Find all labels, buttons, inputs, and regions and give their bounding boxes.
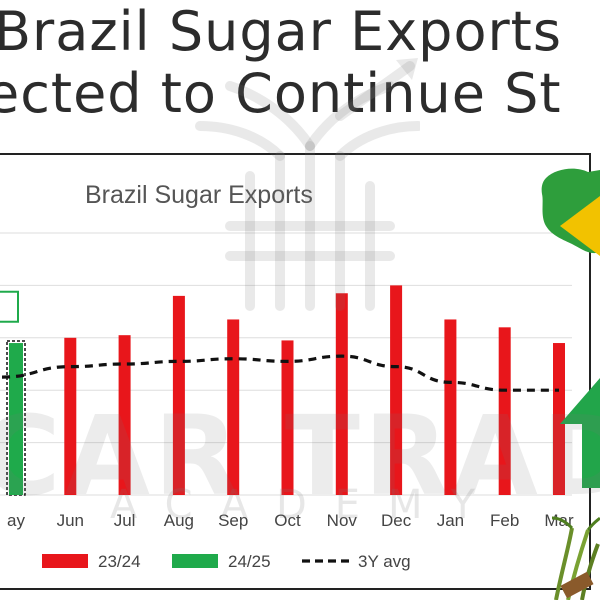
headline: Brazil Sugar Exports ected to Continue S… [0, 0, 600, 145]
chart-frame: ay Jun Jul Aug Sep Oct Nov Dec Jan Feb Mar Brazil … [0, 153, 591, 590]
bar-23-24 [118, 335, 131, 495]
bar-24-25 [9, 343, 23, 495]
bar-23-24 [498, 327, 511, 495]
legend-item: 24/25 [172, 552, 271, 571]
x-tick-label: Jan [437, 511, 464, 530]
legend-item: 3Y avg [302, 552, 411, 571]
legend-label: 24/25 [228, 552, 271, 571]
bar-23-24 [172, 295, 185, 495]
green-up-arrow-icon [560, 378, 600, 488]
bar-23-24 [390, 285, 403, 495]
line-layer [1, 354, 559, 392]
headline-line-1: Brazil Sugar Exports [0, 0, 562, 63]
bar-23-24 [64, 337, 77, 495]
legend-label: 3Y avg [358, 552, 411, 571]
headline-line-2: ected to Continue St [0, 62, 562, 125]
bar-23-24 [227, 319, 240, 495]
legend: 23/24 24/25 3Y avg [42, 552, 411, 571]
bar-layer [0, 285, 565, 496]
bar-23-24 [553, 343, 565, 495]
chart-title: Brazil Sugar Exports [85, 181, 313, 209]
bar-23-24-outlined-box [0, 290, 19, 323]
legend-swatch [42, 554, 88, 568]
bar-23-24 [444, 319, 457, 495]
bar-23-24 [335, 293, 348, 495]
chart-svg: ay Jun Jul Aug Sep Oct Nov Dec Jan Feb Mar Brazil … [0, 181, 574, 571]
x-tick-label: Oct [274, 511, 301, 530]
sugar-cane-icon [551, 516, 600, 600]
brazil-map-icon [541, 168, 600, 256]
x-tick-label: Jul [114, 511, 136, 530]
x-tick-label: Dec [381, 511, 412, 530]
legend-swatch [172, 554, 218, 568]
label-layer: ay Jun Jul Aug Sep Oct Nov Dec Jan Feb Mar [7, 511, 574, 530]
x-tick-label: Aug [164, 511, 194, 530]
legend-label: 23/24 [98, 552, 141, 571]
x-tick-label: ay [7, 511, 25, 530]
avg-line-3y [1, 354, 559, 392]
x-tick-label: Feb [490, 511, 519, 530]
legend-item: 23/24 [42, 552, 141, 571]
bar-23-24 [281, 340, 294, 495]
x-tick-label: Sep [218, 511, 248, 530]
x-tick-label: Nov [327, 511, 358, 530]
x-tick-label: Jun [57, 511, 84, 530]
